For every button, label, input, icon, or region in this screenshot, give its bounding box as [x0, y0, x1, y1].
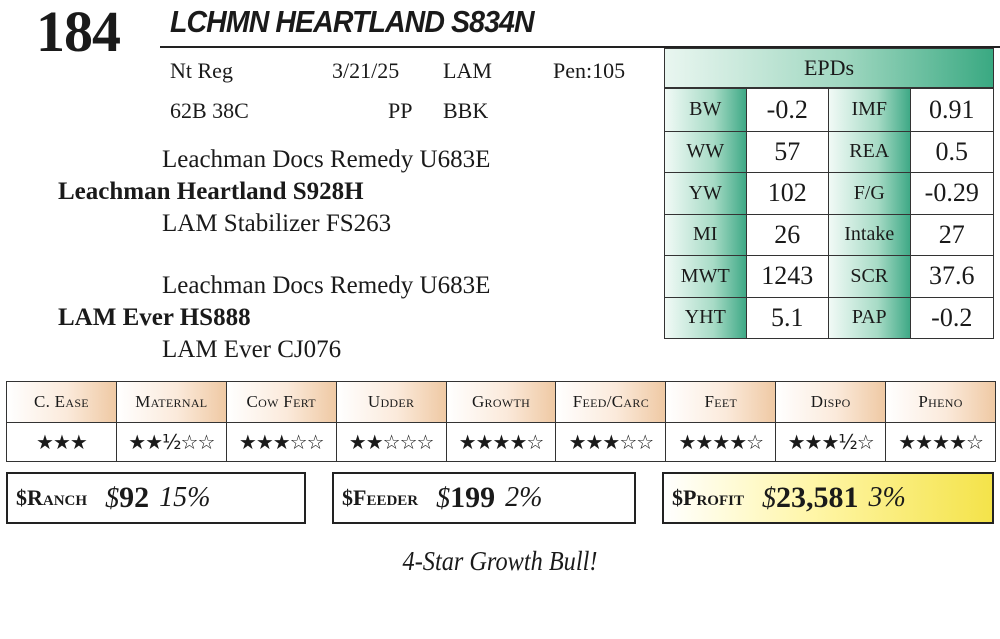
epd-row: BW -0.2 IMF 0.91 [665, 89, 993, 131]
epd-label: YHT [665, 297, 747, 338]
profit-index-box: $Profit $23,581 3% [662, 472, 994, 524]
sire-dam: LAM Stabilizer FS263 [162, 210, 392, 237]
epd-label: REA [829, 131, 911, 172]
epd-row: MI 26 Intake 27 [665, 213, 993, 255]
epd-value: 27 [910, 214, 993, 255]
rating-header: Feed/Carc [556, 382, 667, 422]
dam-dam: LAM Ever CJ076 [162, 336, 342, 363]
ranch-index-box: $Ranch $92 15% [6, 472, 306, 524]
rating-stars: ★★★½☆ [776, 423, 887, 461]
ranch-percentile: 15% [159, 482, 211, 513]
breeder: LAM [443, 58, 492, 83]
epd-row: YHT 5.1 PAP -0.2 [665, 296, 993, 338]
epd-label: F/G [829, 173, 911, 214]
epd-value: 0.91 [910, 89, 993, 131]
lot-number: 184 [36, 0, 121, 64]
epd-value: 5.1 [746, 297, 829, 338]
feeder-label: $Feeder [342, 485, 419, 510]
feeder-value: $199 [436, 481, 496, 514]
epd-label: PAP [829, 297, 911, 338]
epd-label: Intake [829, 214, 911, 255]
sire: Leachman Heartland S928H [58, 178, 364, 205]
rating-stars: ★★½☆☆ [117, 423, 227, 461]
epd-value: 37.6 [910, 256, 993, 297]
currency-symbol: $ [436, 483, 451, 514]
rating-header: Feet [666, 382, 777, 422]
epd-value: 26 [746, 214, 829, 255]
rating-stars: ★★★☆☆ [556, 423, 667, 461]
epd-label: IMF [829, 89, 911, 131]
epd-value: -0.29 [910, 173, 993, 214]
color-code: BBK [443, 98, 489, 123]
epd-label: SCR [829, 256, 911, 297]
rating-stars: ★★★★☆ [898, 430, 984, 454]
ranch-value: $92 [105, 481, 150, 514]
dam: LAM Ever HS888 [58, 304, 251, 331]
epd-value: 1243 [746, 256, 829, 297]
epd-header: EPDs [664, 48, 994, 88]
feeder-index-box: $Feeder $199 2% [332, 472, 636, 524]
ranch-label: $Ranch [16, 485, 88, 510]
epd-value: 57 [746, 131, 829, 172]
epd-label: MWT [665, 256, 747, 297]
highlight-note: 4-Star Growth Bull! [402, 546, 598, 576]
ratings-header-row: C. Ease Maternal Cow Fert Udder Growth Feed/C… [7, 382, 996, 422]
rating-header: Dispo [776, 382, 887, 422]
epd-value: -0.2 [910, 297, 993, 338]
header-divider [160, 46, 1000, 48]
animal-name: LCHMN HEARTLAND S834N [170, 4, 535, 39]
tag-number: 62B 38C [170, 98, 249, 123]
epd-value: -0.2 [746, 89, 829, 131]
profit-percentile: 3% [868, 482, 906, 513]
polled-status: PP [388, 98, 413, 123]
rating-stars: ★★★★☆ [447, 423, 557, 461]
currency-symbol: $ [761, 483, 776, 514]
rating-header: Maternal [116, 382, 227, 422]
pen-number: Pen:105 [553, 58, 626, 83]
registration: Nt Reg [170, 58, 233, 83]
profit-value: $23,581 [761, 481, 859, 514]
epd-row: MWT 1243 SCR 37.6 [665, 255, 993, 297]
epd-value: 102 [746, 173, 829, 214]
dam-sire: Leachman Docs Remedy U683E [162, 272, 491, 299]
epd-value: 0.5 [910, 131, 993, 172]
epd-label: WW [665, 131, 747, 172]
feeder-percentile: 2% [505, 482, 543, 513]
currency-symbol: $ [105, 483, 120, 514]
rating-stars: ★★★ [7, 423, 117, 461]
epd-table: BW -0.2 IMF 0.91 WW 57 REA 0.5 YW 102 F/G -0.29 MI 26… [664, 88, 994, 339]
rating-stars: ★★★★☆ [666, 423, 777, 461]
rating-header: C. Ease [7, 382, 117, 422]
profit-label: $Profit [672, 485, 744, 510]
rating-header: Growth [446, 382, 557, 422]
epd-label: YW [665, 173, 747, 214]
ratings-table: C. Ease Maternal Cow Fert Udder Growth Feed/C… [6, 381, 996, 462]
epd-row: YW 102 F/G -0.29 [665, 172, 993, 214]
ratings-stars-row: ★★★ ★★½☆☆ ★★★☆☆ ★★☆☆☆ ★★★★☆ ★★★☆☆ ★★★★☆ ★★★½☆ ★★… [7, 422, 995, 461]
epd-label: MI [665, 214, 747, 255]
rating-stars: ★★☆☆☆ [337, 423, 447, 461]
epd-row: WW 57 REA 0.5 [665, 130, 993, 172]
birth-date: 3/21/25 [332, 58, 400, 83]
rating-header: Pheno [886, 382, 996, 422]
epd-label: BW [665, 89, 747, 131]
rating-header: Cow Fert [226, 382, 337, 422]
sire-sire: Leachman Docs Remedy U683E [162, 146, 491, 173]
rating-header: Udder [336, 382, 447, 422]
rating-stars: ★★★☆☆ [227, 423, 337, 461]
